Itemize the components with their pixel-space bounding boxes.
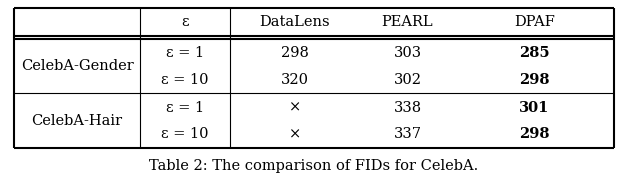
Text: 301: 301	[519, 101, 550, 114]
Text: 337: 337	[394, 128, 421, 142]
Text: 303: 303	[393, 45, 421, 60]
Text: ε = 10: ε = 10	[161, 73, 208, 86]
Text: ×: ×	[289, 128, 301, 142]
Text: ε = 10: ε = 10	[161, 128, 208, 142]
Text: PEARL: PEARL	[382, 15, 433, 29]
Text: ε = 1: ε = 1	[166, 101, 204, 114]
Text: DataLens: DataLens	[260, 15, 330, 29]
Text: DPAF: DPAF	[514, 15, 555, 29]
Text: ×: ×	[289, 101, 301, 114]
Text: CelebA-Hair: CelebA-Hair	[31, 114, 122, 128]
Text: Table 2: The comparison of FIDs for CelebA.: Table 2: The comparison of FIDs for Cele…	[149, 159, 479, 173]
Text: 285: 285	[519, 45, 550, 60]
Text: 338: 338	[393, 101, 421, 114]
Text: ε: ε	[181, 15, 189, 29]
Text: 302: 302	[394, 73, 421, 86]
Text: 298: 298	[281, 45, 309, 60]
Text: 298: 298	[519, 73, 550, 86]
Text: 298: 298	[519, 128, 550, 142]
Text: 320: 320	[281, 73, 309, 86]
Text: ε = 1: ε = 1	[166, 45, 204, 60]
Text: CelebA-Gender: CelebA-Gender	[21, 59, 133, 73]
